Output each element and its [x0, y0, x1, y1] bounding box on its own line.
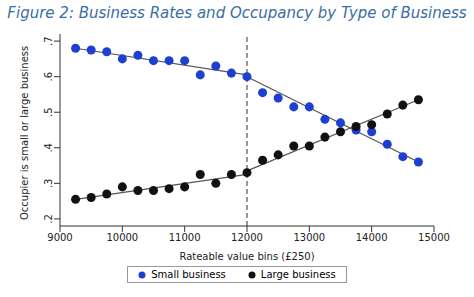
svg-text:15000: 15000 [418, 232, 450, 243]
svg-text:.5: .5 [43, 107, 54, 117]
svg-text:.3: .3 [43, 179, 54, 189]
html-text:Figure 2: Business Rates and O: Figure 2: Business Rates and Occupancy b… [7, 4, 467, 22]
svg-text:.4: .4 [43, 143, 54, 153]
svg-text:.2: .2 [43, 214, 54, 224]
html-text:Small business: Small business [151, 269, 226, 280]
svg-text:Rateable value bins (£250): Rateable value bins (£250) [179, 251, 314, 262]
svg-text:12000: 12000 [231, 232, 263, 243]
svg-text:.7: .7 [43, 36, 54, 46]
svg-text:9000: 9000 [47, 232, 72, 243]
svg-text:.6: .6 [43, 72, 54, 82]
svg-text:10000: 10000 [106, 232, 138, 243]
svg-text:14000: 14000 [356, 232, 388, 243]
svg-text:13000: 13000 [293, 232, 325, 243]
svg-text:Occupier is small or large bus: Occupier is small or large business [19, 46, 30, 220]
html-text:Large business: Large business [260, 269, 336, 280]
svg-text:11000: 11000 [169, 232, 201, 243]
